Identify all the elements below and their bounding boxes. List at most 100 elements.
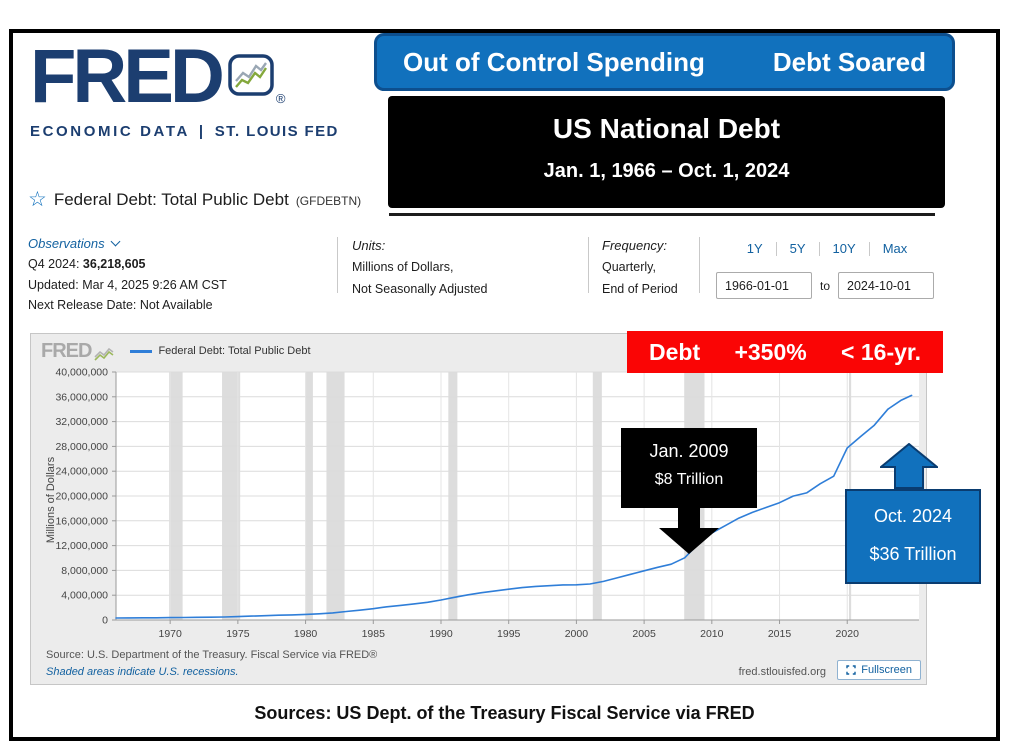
chevron-down-icon [110,236,121,247]
svg-text:2000: 2000 [565,628,589,640]
svg-text:2005: 2005 [632,628,656,640]
start-date-input[interactable] [716,272,812,299]
fred-watermark-icon [94,348,114,361]
svg-text:2010: 2010 [700,628,724,640]
range-1y-button[interactable]: 1Y [746,241,763,256]
up-arrow-icon [878,442,940,489]
next-release: Next Release Date: Not Available [28,298,213,313]
fred-logo-chart-icon [228,54,274,101]
frequency-line1: Quarterly, [602,260,656,275]
favorite-star-icon[interactable]: ☆ [28,188,47,211]
series-title-row: ☆ Federal Debt: Total Public Debt (GFDEB… [28,189,361,210]
fullscreen-label: Fullscreen [861,664,912,676]
range-5y-button[interactable]: 5Y [789,241,806,256]
range-column: 1Y 5Y 10Y Max to [716,241,938,299]
annotation-2024-box: Oct. 2024 $36 Trillion [845,489,981,584]
fred-watermark-text: FRED [41,340,92,362]
svg-text:1970: 1970 [158,628,182,640]
headline-left: Out of Control Spending [403,46,705,77]
range-max-button[interactable]: Max [882,241,908,256]
tagline-separator: | [198,123,206,141]
annotation-2009-date: Jan. 2009 [649,441,729,461]
annotation-2009-value: $8 Trillion [654,471,724,488]
svg-text:2015: 2015 [768,628,792,640]
svg-text:2020: 2020 [836,628,860,640]
chart-source: Source: U.S. Department of the Treasury.… [46,649,378,661]
units-column: Units: Millions of Dollars, Not Seasonal… [352,235,488,300]
svg-text:1980: 1980 [294,628,318,640]
svg-text:40,000,000: 40,000,000 [55,367,108,379]
updated-timestamp: Updated: Mar 4, 2025 9:26 AM CST [28,277,227,292]
frequency-label: Frequency: [602,238,668,253]
units-line2: Not Seasonally Adjusted [352,281,488,296]
frequency-column: Frequency: Quarterly, End of Period [602,235,678,300]
svg-text:24,000,000: 24,000,000 [55,466,108,478]
info-divider [588,237,589,293]
series-code: (GFDEBTN) [295,194,362,208]
down-arrow-icon [659,508,719,554]
range-divider [868,241,870,256]
svg-text:1995: 1995 [497,628,521,640]
fred-watermark: FRED [41,341,114,361]
units-label: Units: [352,238,386,253]
svg-text:36,000,000: 36,000,000 [55,391,108,403]
fullscreen-icon [846,665,856,675]
latest-observation: Q4 2024: 36,218,605 [28,254,328,274]
frequency-line2: End of Period [602,281,678,296]
recession-note: Shaded areas indicate U.S. recessions. [46,666,239,678]
tagline-st-louis-fed: ST. LOUIS FED [214,123,339,141]
debt-line-chart[interactable]: 0 4,000,000 8,000,000 12,000,000 16,000,000 2… [31,364,928,674]
debt-growth-years: < 16-yr. [841,338,921,365]
annotation-2009-box: Jan. 2009 $8 Trillion [621,428,757,508]
svg-text:8,000,000: 8,000,000 [61,565,108,577]
fred-logo[interactable]: FRED ® ECONOMIC DATA | ST. LOUIS FED [30,34,350,141]
info-divider [699,237,700,293]
chart-header: FRED Federal Debt: Total Public Debt [41,341,311,361]
svg-text:1985: 1985 [362,628,386,640]
chart-legend: Federal Debt: Total Public Debt [130,345,311,357]
date-range-row: to [716,272,938,299]
legend-line-swatch [130,349,153,353]
annotation-2024-value: $36 Trillion [869,544,957,564]
poster-date-range: Jan. 1, 1966 – Oct. 1, 2024 [543,160,790,182]
units-line1: Millions of Dollars, [352,260,454,275]
annotation-2024-date: Oct. 2024 [873,506,953,526]
observations-dropdown[interactable]: Observations [28,233,121,254]
headline-banner: Out of Control Spending Debt Soared [374,33,955,91]
tagline-economic-data: ECONOMIC DATA [30,123,190,141]
registered-mark-icon: ® [275,91,286,107]
svg-text:28,000,000: 28,000,000 [55,441,108,453]
poster-title: US National Debt [552,113,781,144]
latest-period: Q4 2024: [28,257,80,272]
debt-growth-pct: +350% [734,338,807,365]
fred-site-link[interactable]: fred.stlouisfed.org [738,666,826,678]
svg-text:4,000,000: 4,000,000 [61,590,108,602]
legend-label: Federal Debt: Total Public Debt [158,345,311,357]
header-divider [389,213,935,216]
info-divider [337,237,338,293]
fred-wordmark: FRED [30,34,225,119]
end-date-input[interactable] [838,272,935,299]
range-divider [818,241,820,256]
svg-text:0: 0 [102,615,108,627]
svg-text:1975: 1975 [226,628,250,640]
debt-growth-banner: Debt +350% < 16-yr. [627,331,943,373]
fred-wordmark-row: FRED ® [30,34,350,119]
svg-text:12,000,000: 12,000,000 [55,540,108,552]
sources-caption: Sources: US Dept. of the Treasury Fiscal… [254,703,755,723]
range-divider [775,241,777,256]
observations-column: Observations Q4 2024: 36,218,605 Updated… [28,233,328,316]
series-title: Federal Debt: Total Public Debt [53,189,289,209]
range-selector: 1Y 5Y 10Y Max [716,241,938,256]
svg-text:16,000,000: 16,000,000 [55,515,108,527]
latest-value: 36,218,605 [82,257,146,272]
observations-label: Observations [28,236,105,251]
range-10y-button[interactable]: 10Y [832,241,856,256]
fred-graph-panel: FRED Federal Debt: Total Public Debt Mil… [30,333,927,685]
fullscreen-button[interactable]: Fullscreen [837,660,921,680]
svg-text:1990: 1990 [429,628,453,640]
date-range-to: to [820,278,831,293]
debt-growth-word: Debt [649,338,701,365]
title-banner: US National Debt Jan. 1, 1966 – Oct. 1, … [388,96,945,208]
svg-text:32,000,000: 32,000,000 [55,416,108,428]
